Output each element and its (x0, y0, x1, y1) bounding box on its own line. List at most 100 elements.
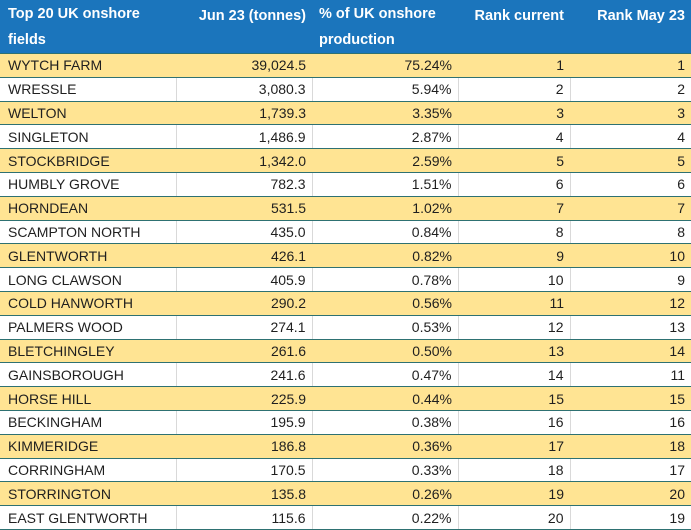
header-rank-may23: Rank May 23 (570, 0, 691, 54)
cell-pct: 0.47% (311, 362, 458, 388)
cell-pct: 0.44% (312, 386, 458, 411)
table-row: STORRINGTON 135.8 0.26% 19 20 (0, 481, 691, 507)
header-pct-line1: % of UK onshore (319, 6, 436, 22)
cell-rank-current: 18 (457, 458, 570, 483)
cell-rank-may23: 9 (569, 267, 691, 292)
cell-field: HUMBLY GROVE (0, 172, 176, 197)
table-header: Top 20 UK onshore fields Jun 23 (tonnes)… (0, 0, 691, 54)
cell-pct: 0.36% (312, 434, 458, 459)
cell-tonnes: 426.1 (176, 243, 312, 269)
cell-field: HORSE HILL (0, 386, 176, 411)
cell-rank-may23: 7 (570, 196, 691, 221)
cell-rank-may23: 13 (569, 315, 691, 340)
cell-rank-current: 6 (457, 172, 570, 197)
cell-rank-may23: 6 (569, 172, 691, 197)
cell-field: SCAMPTON NORTH (0, 220, 176, 245)
cell-rank-may23: 15 (570, 386, 691, 411)
cell-field: HORNDEAN (0, 196, 176, 221)
cell-rank-current: 19 (458, 481, 570, 507)
cell-tonnes: 531.5 (176, 196, 312, 221)
header-fields-line2: fields (8, 32, 46, 48)
cell-rank-current: 11 (458, 291, 570, 316)
cell-field: LONG CLAWSON (0, 267, 176, 292)
table-row: SCAMPTON NORTH 435.0 0.84% 8 8 (0, 220, 691, 245)
cell-rank-current: 2 (457, 77, 570, 102)
table-row: BECKINGHAM 195.9 0.38% 16 16 (0, 410, 691, 435)
table-row: WYTCH FARM 39,024.5 75.24% 1 1 (0, 53, 691, 78)
cell-rank-current: 4 (457, 124, 570, 150)
cell-rank-may23: 5 (570, 148, 691, 173)
cell-pct: 2.59% (312, 148, 458, 173)
cell-field: WYTCH FARM (0, 53, 176, 78)
cell-rank-current: 20 (457, 505, 570, 530)
cell-tonnes: 782.3 (175, 172, 312, 197)
header-jun23-tonnes: Jun 23 (tonnes) (176, 0, 312, 54)
cell-rank-may23: 12 (570, 291, 691, 316)
cell-tonnes: 405.9 (175, 267, 312, 292)
cell-field: BECKINGHAM (0, 410, 176, 435)
cell-field: KIMMERIDGE (0, 434, 176, 459)
cell-rank-may23: 11 (569, 362, 691, 388)
cell-rank-current: 8 (457, 220, 570, 245)
cell-rank-may23: 10 (570, 243, 691, 269)
table-row: EAST GLENTWORTH 115.6 0.22% 20 19 (0, 505, 691, 530)
table-row: BLETCHINGLEY 261.6 0.50% 13 14 (0, 339, 691, 364)
cell-field: EAST GLENTWORTH (0, 505, 176, 530)
cell-rank-may23: 8 (569, 220, 691, 245)
table-row: HUMBLY GROVE 782.3 1.51% 6 6 (0, 172, 691, 197)
cell-pct: 2.87% (311, 124, 458, 150)
cell-field: BLETCHINGLEY (0, 339, 176, 364)
cell-rank-may23: 4 (569, 124, 691, 150)
header-fields-line1: Top 20 UK onshore (8, 6, 140, 22)
cell-rank-may23: 2 (569, 77, 691, 102)
cell-tonnes: 1,342.0 (176, 148, 312, 173)
cell-pct: 0.84% (311, 220, 458, 245)
cell-rank-may23: 20 (570, 481, 691, 507)
table-row: STOCKBRIDGE 1,342.0 2.59% 5 5 (0, 148, 691, 173)
cell-tonnes: 135.8 (176, 481, 312, 507)
table-row: WRESSLE 3,080.3 5.94% 2 2 (0, 77, 691, 102)
table-row: HORSE HILL 225.9 0.44% 15 15 (0, 386, 691, 411)
table-row: SINGLETON 1,486.9 2.87% 4 4 (0, 124, 691, 150)
cell-field: WELTON (0, 101, 176, 126)
header-pct-production: % of UK onshore production (312, 0, 458, 54)
cell-pct: 1.02% (312, 196, 458, 221)
cell-rank-may23: 18 (570, 434, 691, 459)
cell-rank-may23: 3 (570, 101, 691, 126)
cell-field: STOCKBRIDGE (0, 148, 176, 173)
cell-pct: 0.56% (312, 291, 458, 316)
table-row: LONG CLAWSON 405.9 0.78% 10 9 (0, 267, 691, 292)
cell-rank-current: 3 (458, 101, 570, 126)
header-rank-may23-line2: Rank May 23 (597, 8, 685, 24)
cell-rank-may23: 19 (569, 505, 691, 530)
cell-field: STORRINGTON (0, 481, 176, 507)
table-row: CORRINGHAM 170.5 0.33% 18 17 (0, 458, 691, 483)
cell-tonnes: 39,024.5 (176, 53, 312, 78)
cell-field: PALMERS WOOD (0, 315, 176, 340)
cell-field: GLENTWORTH (0, 243, 176, 269)
cell-field: WRESSLE (0, 77, 176, 102)
cell-pct: 0.33% (311, 458, 458, 483)
cell-pct: 0.53% (311, 315, 458, 340)
header-jun23-line2: Jun 23 (tonnes) (198, 8, 306, 24)
cell-pct: 0.26% (312, 481, 458, 507)
cell-tonnes: 241.6 (175, 362, 312, 388)
cell-tonnes: 261.6 (176, 339, 312, 364)
cell-rank-may23: 14 (570, 339, 691, 364)
header-rank-current-line2: Rank current (474, 8, 564, 24)
cell-pct: 0.78% (311, 267, 458, 292)
cell-pct: 0.22% (311, 505, 458, 530)
header-pct-line2: production (319, 32, 395, 48)
cell-pct: 0.82% (312, 243, 458, 269)
cell-rank-current: 15 (458, 386, 570, 411)
cell-tonnes: 225.9 (176, 386, 312, 411)
cell-pct: 0.38% (311, 410, 458, 435)
cell-tonnes: 115.6 (175, 505, 312, 530)
cell-tonnes: 195.9 (175, 410, 312, 435)
cell-rank-current: 14 (457, 362, 570, 388)
table-row: GLENTWORTH 426.1 0.82% 9 10 (0, 243, 691, 269)
header-row: Top 20 UK onshore fields Jun 23 (tonnes)… (0, 0, 691, 54)
cell-tonnes: 274.1 (175, 315, 312, 340)
table-row: COLD HANWORTH 290.2 0.56% 11 12 (0, 291, 691, 316)
